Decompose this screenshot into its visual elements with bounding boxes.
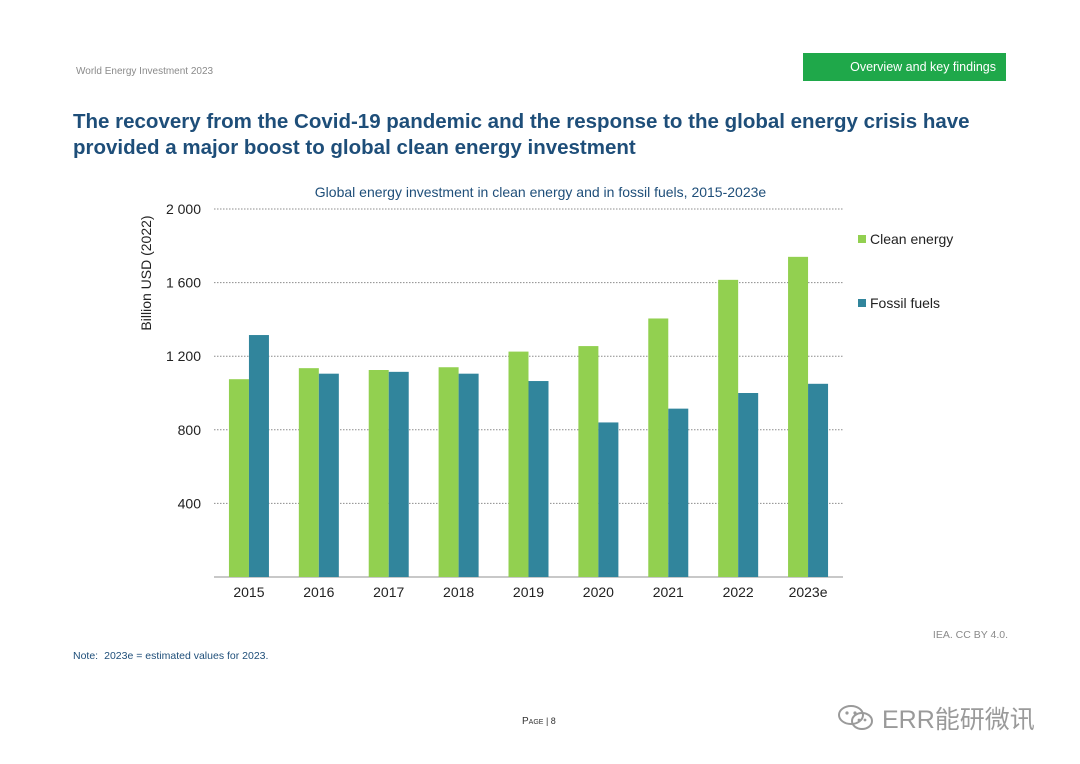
bar-fossil-fuels-2023e — [808, 383, 829, 577]
y-tick-label: 800 — [178, 422, 202, 438]
headline-line-1: The recovery from the Covid-19 pandemic … — [73, 110, 970, 133]
page-number: Page | 8 — [522, 716, 556, 727]
bar-clean-energy-2016 — [298, 368, 319, 577]
section-tag[interactable]: Overview and key findings — [803, 53, 1006, 81]
note-label: Note: — [73, 650, 99, 662]
footnote: Note: 2023e = estimated values for 2023. — [73, 650, 274, 662]
y-tick-label: 2 000 — [166, 201, 201, 217]
x-tick-label: 2019 — [513, 584, 544, 600]
watermark: ERR能研微讯 — [836, 700, 1035, 736]
y-tick-label: 400 — [178, 495, 202, 511]
legend-swatch — [858, 299, 866, 307]
page-number-value: | 8 — [545, 716, 556, 726]
headline: The recovery from the Covid-19 pandemic … — [73, 109, 1013, 161]
y-axis-label: Billion USD (2022) — [138, 215, 154, 330]
x-tick-label: 2016 — [303, 584, 334, 600]
bar-clean-energy-2017 — [368, 370, 389, 577]
x-tick-label: 2017 — [373, 584, 404, 600]
x-tick-label: 2015 — [233, 584, 264, 600]
bar-fossil-fuels-2015 — [248, 335, 269, 577]
legend-swatch — [858, 235, 866, 243]
bar-clean-energy-2020 — [578, 346, 599, 577]
bar-clean-energy-2023e — [788, 256, 809, 577]
x-tick-label: 2021 — [653, 584, 684, 600]
bar-clean-energy-2015 — [228, 379, 249, 577]
legend-label: Fossil fuels — [870, 295, 940, 311]
y-tick-label: 1 600 — [166, 275, 201, 291]
bar-fossil-fuels-2020 — [598, 422, 619, 577]
bar-fossil-fuels-2021 — [668, 408, 689, 577]
report-title: World Energy Investment 2023 — [76, 66, 214, 77]
note-text: 2023e = estimated values for 2023. — [104, 650, 269, 662]
watermark-text: ERR能研微讯 — [882, 706, 1035, 734]
wechat-icon — [836, 703, 876, 733]
bar-fossil-fuels-2018 — [458, 373, 479, 577]
page-label: Page — [522, 716, 544, 727]
bar-clean-energy-2018 — [438, 367, 459, 577]
x-tick-label: 2018 — [443, 584, 474, 600]
x-tick-label: 2023e — [789, 584, 828, 600]
bar-fossil-fuels-2019 — [528, 381, 549, 577]
bar-clean-energy-2019 — [508, 351, 529, 577]
x-tick-label: 2022 — [723, 584, 754, 600]
legend-label: Clean energy — [870, 231, 953, 247]
x-tick-label: 2020 — [583, 584, 614, 600]
chart-title: Global energy investment in clean energy… — [315, 184, 767, 200]
bar-fossil-fuels-2016 — [318, 373, 339, 577]
bar-fossil-fuels-2017 — [388, 371, 409, 577]
source-credit: IEA. CC BY 4.0. — [932, 629, 1008, 641]
bar-fossil-fuels-2022 — [738, 393, 759, 577]
bar-clean-energy-2021 — [648, 318, 669, 577]
headline-line-2: provided a major boost to global clean e… — [73, 136, 636, 159]
y-tick-label: 1 200 — [166, 348, 201, 364]
bar-clean-energy-2022 — [718, 279, 739, 577]
